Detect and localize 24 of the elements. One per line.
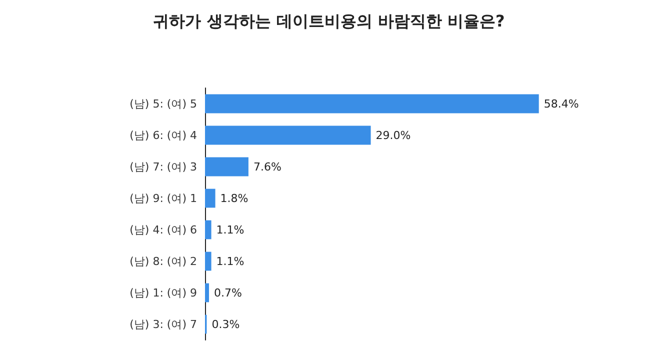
y-tick-label: (남) 1: (여) 9: [130, 286, 197, 300]
data-label: 0.7%: [214, 286, 242, 300]
data-label: 1.1%: [216, 254, 244, 268]
y-tick-label: (남) 7: (여) 3: [130, 160, 197, 174]
bar: [205, 188, 216, 208]
y-tick-label: (남) 3: (여) 7: [130, 318, 197, 331]
data-label: 1.1%: [216, 223, 244, 236]
data-label: 0.3%: [212, 318, 240, 331]
y-tick-label: (남) 9: (여) 1: [130, 192, 197, 205]
y-tick-label: (남) 5: (여) 5: [130, 97, 197, 110]
bar: [205, 252, 212, 271]
chart-title: 귀하가 생각하는 데이트비용의 바람직한 비율은?: [153, 12, 505, 30]
y-tick-label: (남) 6: (여) 4: [130, 128, 197, 142]
data-label: 1.8%: [220, 192, 248, 205]
y-tick-label: (남) 4: (여) 6: [130, 223, 197, 236]
bar: [205, 283, 209, 302]
bar: [205, 126, 371, 145]
bar: [205, 157, 248, 176]
bar: [205, 220, 212, 240]
data-label: 58.4%: [544, 97, 579, 110]
data-label: 7.6%: [253, 160, 282, 174]
y-tick-label: (남) 8: (여) 2: [130, 254, 197, 268]
data-label: 29.0%: [376, 128, 411, 142]
bar: [205, 94, 539, 114]
